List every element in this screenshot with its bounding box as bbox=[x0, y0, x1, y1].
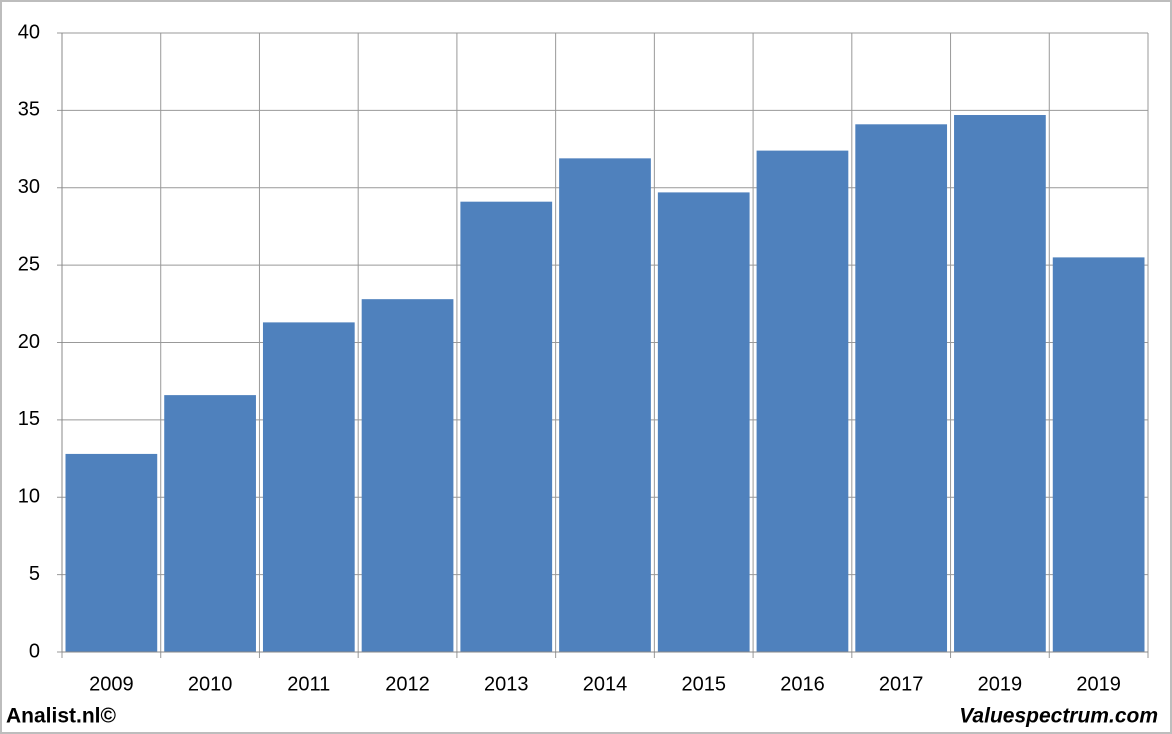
bar bbox=[559, 158, 651, 652]
y-tick-label: 20 bbox=[18, 331, 40, 353]
y-tick-label: 5 bbox=[29, 563, 40, 585]
footer-left: Analist.nl© bbox=[6, 705, 117, 728]
bar bbox=[164, 395, 256, 652]
bar bbox=[361, 299, 454, 652]
bar bbox=[262, 322, 355, 652]
bar bbox=[657, 192, 750, 652]
y-tick-label: 15 bbox=[18, 408, 40, 430]
bar bbox=[460, 201, 553, 653]
bar bbox=[1052, 257, 1145, 652]
x-tick-label: 2015 bbox=[681, 673, 726, 695]
x-tick-label: 2012 bbox=[385, 673, 430, 695]
y-tick-label: 10 bbox=[18, 486, 40, 508]
x-tick-label: 2010 bbox=[188, 673, 233, 695]
x-tick-label: 2019 bbox=[978, 673, 1023, 695]
x-tick-label: 2017 bbox=[879, 673, 924, 695]
y-tick-label: 40 bbox=[18, 21, 40, 43]
bar bbox=[756, 150, 849, 653]
y-tick-label: 0 bbox=[29, 640, 40, 662]
footer-right: Valuespectrum.com bbox=[959, 705, 1158, 728]
y-tick-label: 35 bbox=[18, 99, 40, 121]
y-tick-label: 25 bbox=[18, 253, 40, 275]
x-tick-label: 2014 bbox=[583, 673, 628, 695]
y-tick-label: 30 bbox=[18, 176, 40, 198]
bar bbox=[855, 124, 948, 653]
x-tick-label: 2016 bbox=[780, 673, 825, 695]
bar bbox=[65, 453, 158, 652]
x-tick-label: 2009 bbox=[89, 673, 134, 695]
x-tick-label: 2011 bbox=[287, 673, 330, 695]
bar bbox=[954, 115, 1046, 652]
x-tick-label: 2013 bbox=[484, 673, 529, 695]
x-tick-label: 2019 bbox=[1076, 673, 1121, 695]
